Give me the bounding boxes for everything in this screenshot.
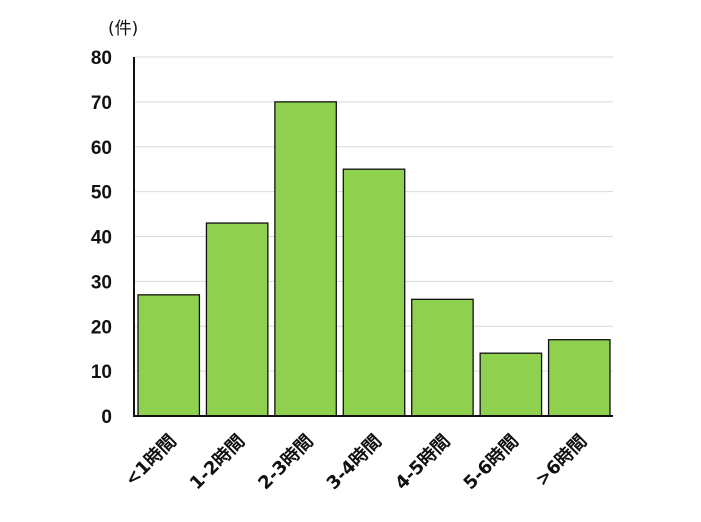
- y-axis-unit-label: (件): [108, 19, 138, 39]
- bar: [137, 294, 201, 417]
- y-tick-label: 30: [91, 272, 112, 293]
- x-tick-label: 2-3時間: [254, 431, 317, 494]
- y-tick-labels: 0 10 20 30 40 50 60 70 80: [91, 48, 112, 428]
- x-tick-label: <1時間: [121, 431, 181, 491]
- x-tick-labels: <1時間 1-2時間 2-3時間 3-4時間 4-5時間 5-6時間 >6時間: [121, 431, 591, 494]
- y-tick-label: 80: [91, 48, 112, 69]
- y-tick-label: 0: [101, 407, 112, 428]
- x-tick-label: 1-2時間: [186, 431, 249, 494]
- x-tick-label: >6時間: [531, 431, 591, 491]
- axes: [133, 57, 613, 417]
- y-tick-label: 60: [91, 138, 112, 159]
- x-tick-label: 5-6時間: [460, 431, 523, 494]
- y-tick-label: 10: [91, 362, 112, 383]
- bar: [547, 339, 611, 417]
- y-tick-label: 50: [91, 183, 112, 204]
- bar: [274, 101, 337, 417]
- bars: [137, 101, 611, 417]
- x-tick-label: 3-4時間: [323, 431, 386, 494]
- y-tick-label: 20: [91, 317, 112, 338]
- bar: [479, 352, 543, 417]
- x-tick-label: 4-5時間: [391, 431, 454, 494]
- bar: [342, 168, 406, 417]
- y-tick-label: 70: [91, 93, 112, 114]
- y-tick-label: 40: [91, 228, 112, 249]
- bar: [205, 222, 269, 417]
- bar: [411, 298, 474, 417]
